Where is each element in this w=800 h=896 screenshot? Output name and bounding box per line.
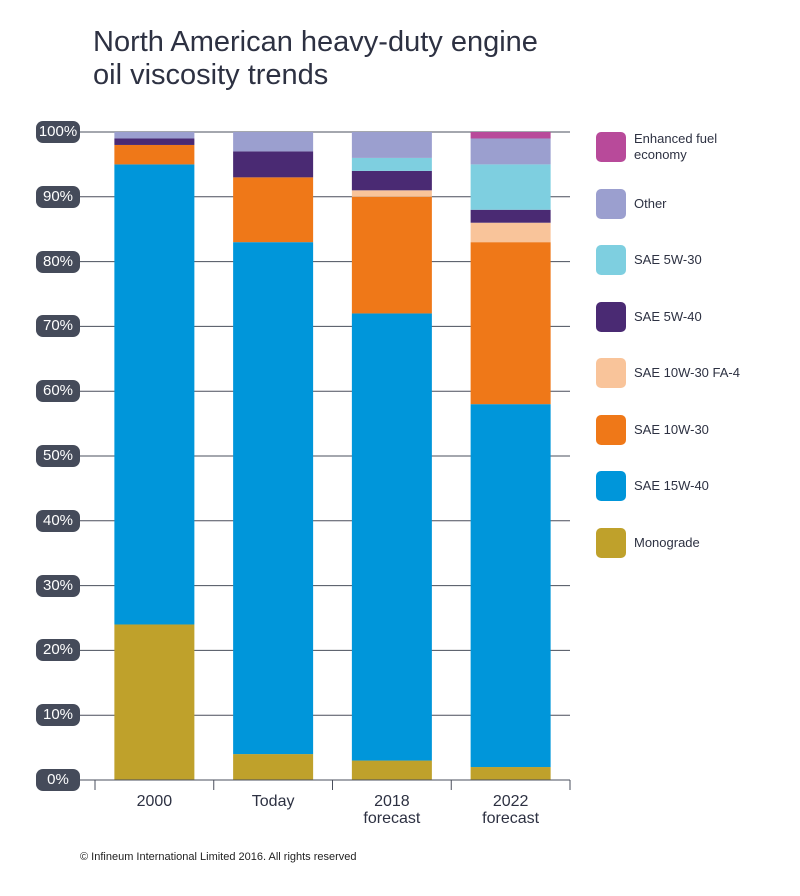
legend-label: SAE 10W-30 FA-4 <box>634 365 740 380</box>
y-tick-label: 50% <box>36 445 80 467</box>
bar-segment <box>114 164 195 625</box>
legend-swatch <box>596 414 626 445</box>
bar-segment <box>114 132 195 139</box>
legend-item: SAE 5W-40 <box>596 301 796 332</box>
bar-segment <box>470 222 551 243</box>
legend-item: SAE 15W-40 <box>596 471 796 501</box>
legend-item: SAE 10W-30 FA-4 <box>596 358 796 388</box>
y-tick-label: 20% <box>36 639 80 662</box>
legend-item: Enhanced fuel economy <box>596 131 796 162</box>
bar-segment <box>351 190 432 197</box>
bar-segment <box>470 132 551 139</box>
bar-segment <box>470 164 551 210</box>
chart-title: North American heavy-duty engine oil vis… <box>93 26 538 91</box>
bar-segment <box>114 144 195 165</box>
y-tick-label: 70% <box>36 315 80 338</box>
legend-item: SAE 10W-30 <box>596 414 796 445</box>
y-tick-label: 30% <box>36 574 80 597</box>
bar-segment <box>351 157 432 171</box>
x-tick-label: 2022 forecast <box>482 793 540 827</box>
legend-swatch <box>596 471 626 501</box>
y-tick-label: 40% <box>36 509 80 532</box>
bar-segment <box>233 242 314 755</box>
bar-segment <box>470 767 551 780</box>
bar-segment <box>470 242 551 405</box>
y-tick-label: 0% <box>36 769 80 791</box>
legend-label: SAE 15W-40 <box>634 478 709 493</box>
legend-label: SAE 5W-40 <box>634 308 702 324</box>
legend-swatch <box>596 245 626 275</box>
y-tick-label: 80% <box>36 250 80 273</box>
legend-swatch <box>596 527 626 558</box>
bar-segment <box>351 132 432 158</box>
x-tick-label: 2000 <box>136 793 173 810</box>
legend-label: Monograde <box>634 534 700 550</box>
bar-segment <box>351 760 432 780</box>
x-tick-label: 2018 forecast <box>363 793 421 827</box>
legend-item: Other <box>596 188 796 219</box>
legend-swatch <box>596 132 626 162</box>
bar-segment <box>233 177 314 243</box>
bar-segment <box>233 151 314 178</box>
bar-segment <box>233 754 314 780</box>
legend-label: SAE 5W-30 <box>634 252 702 267</box>
y-tick-label: 100% <box>36 121 80 143</box>
bar-segment <box>114 138 195 145</box>
legend-swatch <box>596 358 626 388</box>
bar-segment <box>470 404 551 768</box>
legend-swatch <box>596 301 626 332</box>
legend-label: SAE 10W-30 <box>634 421 709 437</box>
y-tick-label: 60% <box>36 380 80 403</box>
bar-segment <box>351 196 432 314</box>
bar-segment <box>114 624 195 780</box>
legend-item: Monograde <box>596 527 796 558</box>
bar-segment <box>233 132 314 152</box>
legend-item: SAE 5W-30 <box>596 245 796 275</box>
bar-segment <box>470 209 551 223</box>
bar-segment <box>351 170 432 191</box>
y-tick-label: 10% <box>36 704 80 727</box>
x-tick-label: Today <box>251 793 295 810</box>
legend-swatch <box>596 188 626 219</box>
y-tick-label: 90% <box>36 185 80 208</box>
bar-segment <box>351 313 432 761</box>
footnote: © Infineum International Limited 2016. A… <box>80 851 357 863</box>
legend-label: Enhanced fuel economy <box>634 131 718 162</box>
legend-label: Other <box>634 195 667 211</box>
bar-segment <box>470 138 551 165</box>
